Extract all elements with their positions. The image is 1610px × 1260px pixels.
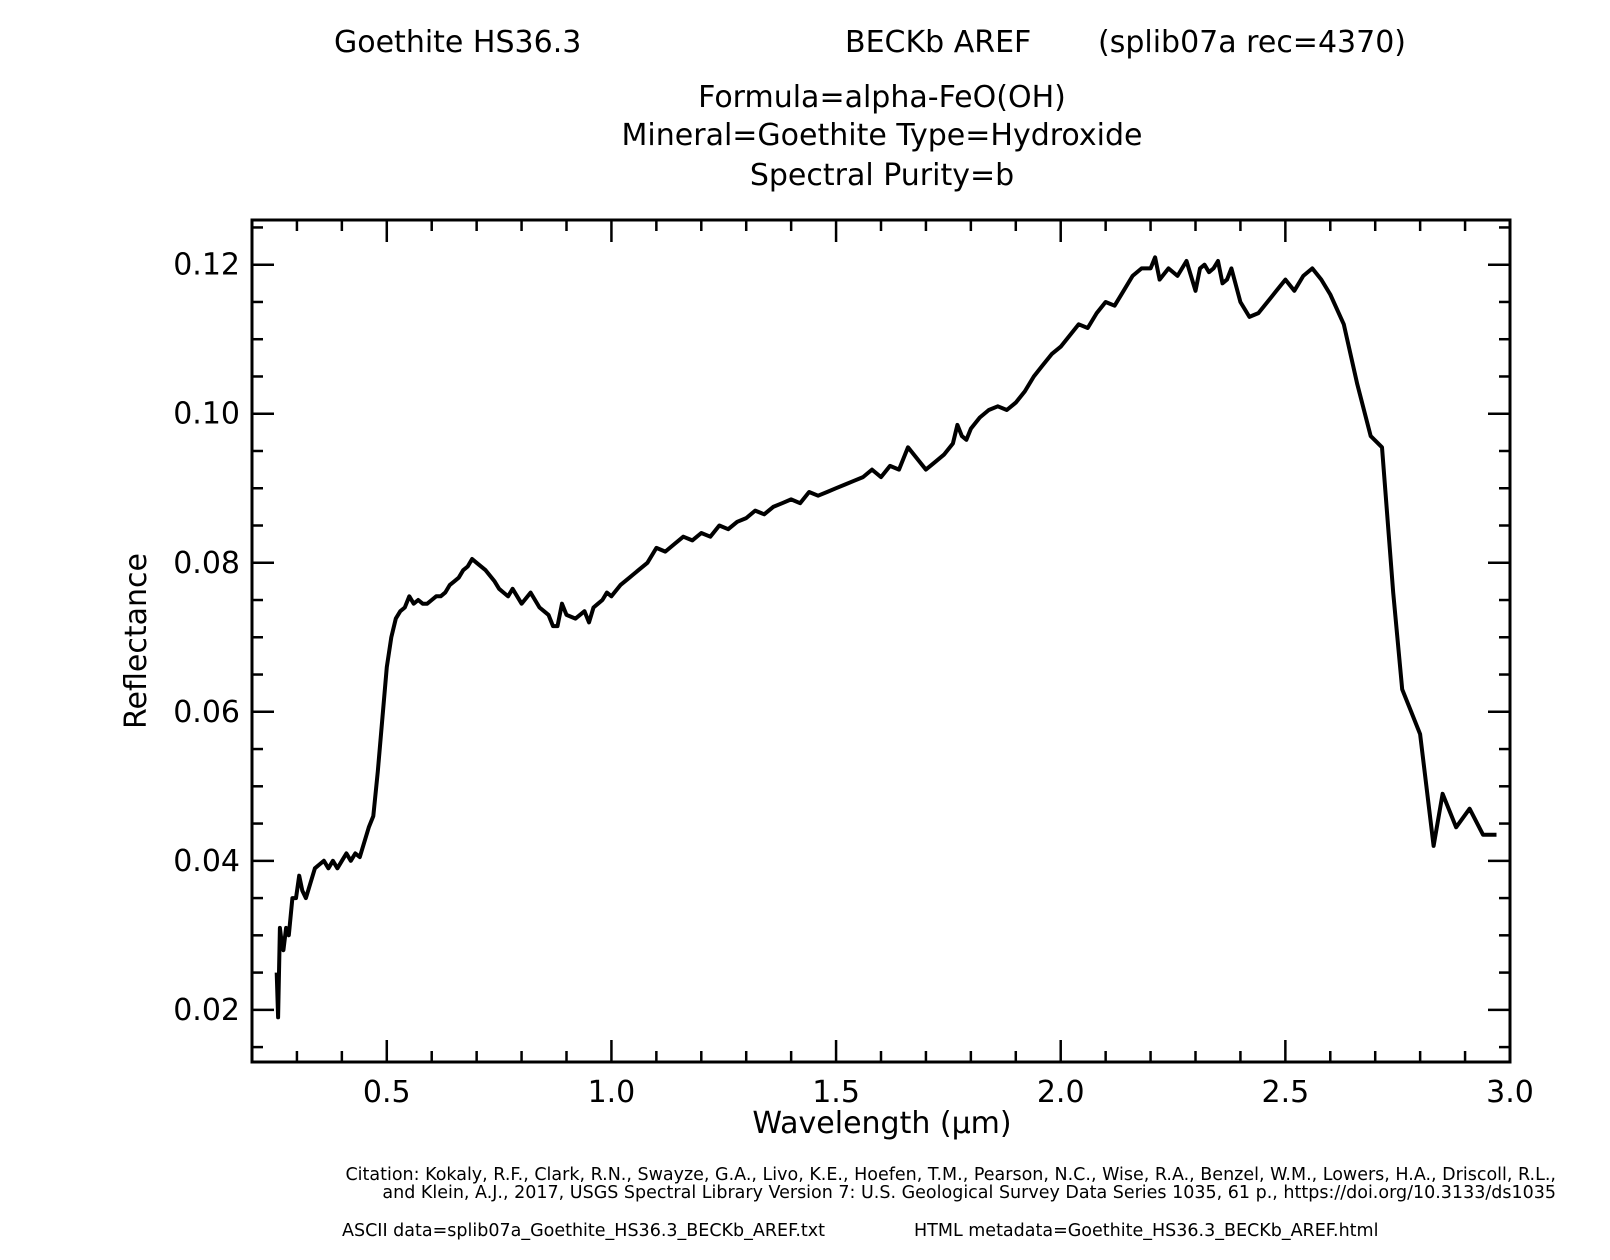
x-tick-label: 3.0 [1486, 1075, 1534, 1110]
y-tick-label: 0.06 [173, 695, 240, 730]
y-tick-label: 0.08 [173, 546, 240, 581]
purity-title: Spectral Purity=b [750, 158, 1014, 193]
plot-frame [250, 218, 1512, 1064]
y-tick-label: 0.04 [173, 844, 240, 879]
y-tick-label: 0.02 [173, 993, 240, 1028]
y-tick-label: 0.12 [173, 248, 240, 283]
x-tick-label: 2.5 [1261, 1075, 1309, 1110]
x-tick-label: 1.5 [812, 1075, 860, 1110]
measurement-title: BECKb AREF [845, 25, 1031, 60]
citation-line-2: and Klein, A.J., 2017, USGS Spectral Lib… [382, 1183, 1556, 1203]
axis-ticks [250, 220, 1512, 1062]
ascii-data-filename: ASCII data=splib07a_Goethite_HS36.3_BECK… [342, 1221, 825, 1241]
citation-line-1: Citation: Kokaly, R.F., Clark, R.N., Swa… [345, 1165, 1556, 1185]
x-tick-label: 1.0 [588, 1075, 636, 1110]
formula-title: Formula=alpha-FeO(OH) [698, 80, 1066, 115]
x-tick-labels: 0.5 1.0 1.5 2.0 2.5 3.0 [363, 1075, 1534, 1110]
y-axis-label: Reflectance [119, 553, 154, 729]
x-axis-label: Wavelength (μm) [752, 1106, 1011, 1141]
html-metadata-filename: HTML metadata=Goethite_HS36.3_BECKb_AREF… [914, 1221, 1378, 1241]
y-tick-label: 0.10 [173, 397, 240, 432]
y-tick-labels: 0.02 0.04 0.06 0.08 0.10 0.12 [173, 248, 240, 1028]
record-title: (splib07a rec=4370) [1098, 25, 1406, 60]
x-tick-label: 2.0 [1037, 1075, 1085, 1110]
sample-name-title: Goethite HS36.3 [334, 25, 581, 60]
spectrum-series-line [274, 255, 1497, 1020]
x-tick-label: 0.5 [363, 1075, 411, 1110]
mineral-type-title: Mineral=Goethite Type=Hydroxide [622, 118, 1143, 153]
